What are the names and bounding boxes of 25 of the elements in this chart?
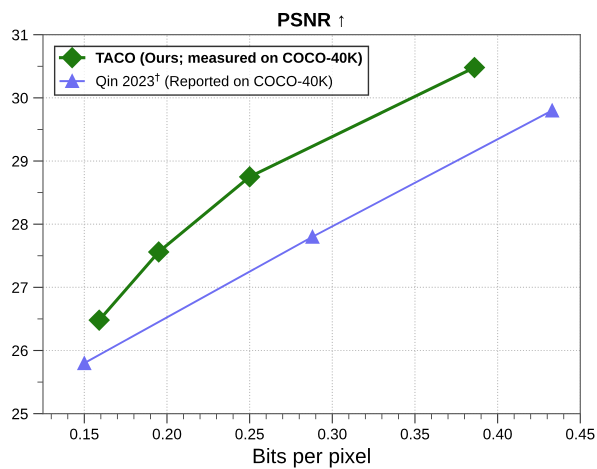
y-tick-label: 30 <box>12 92 28 104</box>
point <box>239 166 260 188</box>
point <box>545 104 560 118</box>
point <box>88 310 110 331</box>
x-tick-label: 0.20 <box>152 428 182 440</box>
point <box>464 57 485 78</box>
y-tick-label: 28 <box>12 219 28 230</box>
x-tick-label: 0.40 <box>483 428 512 440</box>
legend-label: TACO (Ours; measured on COCO-40K) <box>96 52 362 66</box>
x-tick-label: 0.30 <box>318 428 347 440</box>
y-tick-label: 27 <box>12 282 28 293</box>
x-tick-label: 0.25 <box>235 428 264 440</box>
y-tick-label: 31 <box>12 30 28 40</box>
x-tick-label: 0.35 <box>400 428 430 440</box>
chart-title: PSNR ↑ <box>278 12 344 27</box>
point <box>306 230 320 244</box>
point <box>77 356 92 370</box>
point <box>148 241 170 262</box>
y-tick-label: 25 <box>12 408 28 420</box>
x-tick-label: 0.45 <box>566 428 595 440</box>
y-tick-label: 29 <box>12 156 28 167</box>
x-axis-title: Bits per pixel <box>254 448 370 468</box>
legend-label: Qin 2023$^{†}$ (Reported on COCO-40K) <box>96 73 332 90</box>
x-tick-label: 0.15 <box>70 428 99 440</box>
y-tick-label: 26 <box>12 345 28 356</box>
